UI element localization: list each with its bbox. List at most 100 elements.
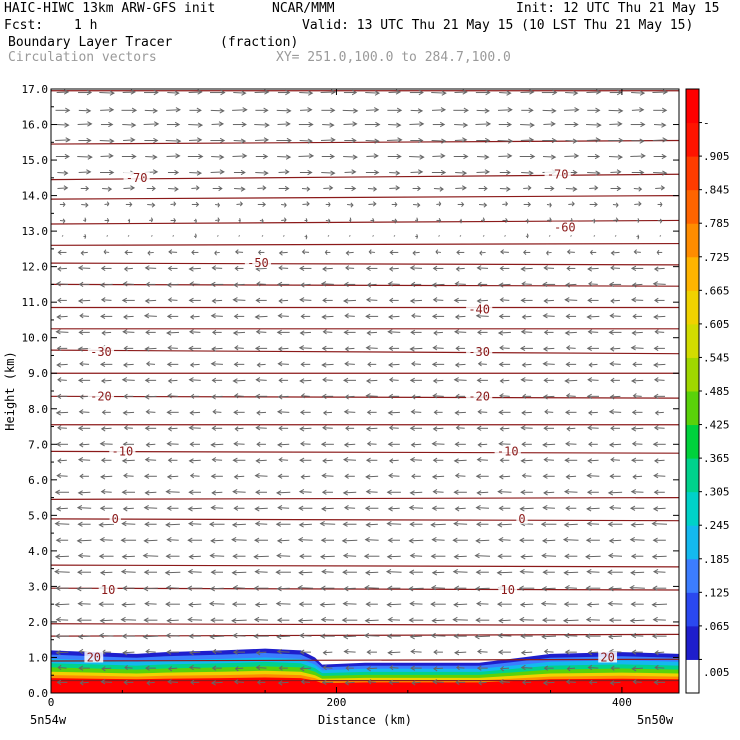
wind-vector-head (431, 570, 438, 576)
wind-vector-head (528, 170, 534, 176)
wind-vector-head (299, 330, 305, 336)
wind-vector (104, 251, 110, 253)
wind-vector (388, 331, 401, 333)
wind-vector-head (57, 425, 62, 431)
colorbar-label: .005 (703, 666, 730, 679)
wind-vector (322, 475, 334, 477)
wind-vector-head (639, 90, 646, 96)
wind-vector-head (277, 680, 283, 686)
wind-vector (232, 523, 246, 526)
wind-vector (653, 124, 666, 126)
wind-vector-head (638, 201, 642, 207)
wind-vector (543, 363, 555, 365)
wind-vector-head (440, 169, 447, 176)
wind-vector-head (211, 457, 217, 463)
wind-vector (344, 587, 356, 590)
wind-vector-head (394, 201, 398, 207)
wind-vector (233, 587, 246, 589)
wind-vector (520, 603, 534, 606)
wind-vector (56, 411, 69, 414)
wind-vector (498, 491, 512, 493)
wind-vector-head (299, 409, 305, 415)
wind-vector-head (630, 378, 637, 384)
wind-vector-head (477, 329, 482, 335)
wind-vector-head (431, 361, 438, 367)
wind-vector (256, 379, 267, 381)
wind-vector-head (55, 585, 61, 591)
wind-vector-head (234, 666, 239, 672)
wind-vector (323, 187, 333, 189)
wind-vector-head (322, 266, 327, 272)
wind-vector (211, 315, 223, 317)
wind-vector-head (189, 473, 195, 479)
wind-vector (189, 667, 201, 669)
contour-label: -20 (468, 389, 490, 403)
wind-vector (188, 124, 203, 126)
wind-vector-head (84, 234, 87, 239)
temperature-contour (50, 219, 680, 225)
y-tick-label: 6.0 (28, 474, 48, 487)
wind-vector-head (342, 298, 349, 304)
wind-vector (321, 171, 335, 174)
wind-vector-head (131, 107, 138, 113)
wind-vector-head (366, 666, 371, 672)
colorbar-swatch (686, 491, 699, 526)
colorbar-swatch (686, 424, 699, 459)
wind-vector-head (214, 250, 217, 256)
wind-vector-head (57, 249, 62, 256)
wind-vector-head (233, 313, 239, 320)
wind-vector-head (232, 584, 238, 591)
wind-vector-head (210, 473, 216, 479)
wind-vector-head (373, 153, 379, 159)
colorbar-label: .245 (703, 519, 730, 532)
wind-vector (365, 539, 379, 541)
wind-vector (102, 667, 112, 670)
wind-vector (568, 203, 575, 205)
wind-vector-head (441, 138, 447, 144)
wind-vector (610, 171, 621, 173)
wind-vector-head (107, 186, 113, 192)
wind-vector-head (257, 249, 262, 255)
wind-vector (588, 411, 598, 414)
wind-vector (101, 299, 112, 301)
wind-vector-head (232, 297, 238, 303)
wind-vector (432, 283, 445, 286)
wind-vector-head (431, 282, 437, 288)
wind-vector-head (77, 298, 84, 304)
wind-vector-head (253, 554, 259, 560)
wind-vector (165, 140, 181, 142)
wind-vector-head (77, 521, 83, 527)
wind-vector (301, 187, 310, 190)
wind-vector (520, 91, 534, 94)
wind-vector (300, 331, 311, 334)
wind-vector-head (264, 122, 270, 128)
vector-row (54, 520, 668, 528)
wind-vector-head (78, 281, 84, 288)
wind-vector (57, 267, 67, 270)
wind-vector-head (432, 297, 438, 303)
wind-vector-head (435, 249, 439, 255)
wind-vector-head (122, 585, 128, 591)
vector-row (55, 329, 665, 336)
y-tick-label: 3.0 (28, 580, 48, 593)
wind-vector (211, 156, 224, 158)
wind-vector-head (586, 506, 592, 512)
wind-vector-head (322, 377, 327, 383)
wind-vector-head (175, 153, 181, 159)
wind-vector-head (386, 520, 392, 527)
wind-vector-head (121, 633, 127, 639)
vector-row (55, 648, 665, 656)
contour-label-bg (466, 390, 493, 402)
wind-vector (216, 235, 219, 237)
wind-vector-head (408, 538, 414, 544)
wind-vector-head (56, 345, 62, 351)
wind-vector-head (410, 409, 416, 415)
wind-vector-head (496, 601, 503, 607)
wind-vector-head (55, 329, 61, 335)
wind-vector (522, 475, 532, 477)
wind-vector (57, 427, 67, 429)
colorbar-swatch (686, 525, 699, 560)
wind-vector (453, 619, 468, 621)
wind-vector-head (542, 442, 548, 448)
wind-vector-head (610, 265, 615, 271)
